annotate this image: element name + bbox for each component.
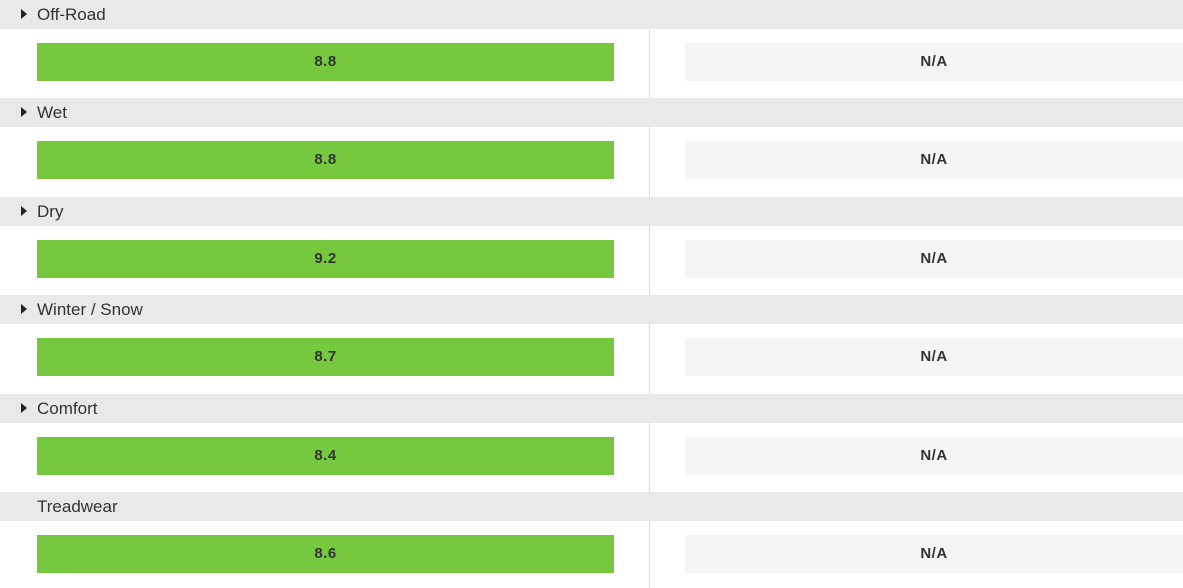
column-divider	[649, 29, 650, 99]
comparison-cell: N/A	[685, 338, 1183, 377]
section-header[interactable]: Off-Road	[0, 0, 1183, 29]
score-bar: 8.8	[37, 43, 614, 81]
comparison-cell: N/A	[685, 141, 1183, 180]
column-divider	[649, 127, 650, 197]
section-header[interactable]: Winter / Snow	[0, 295, 1183, 325]
score-bar: 8.4	[37, 436, 614, 475]
expand-arrow[interactable]	[21, 9, 27, 19]
section-label: Treadwear	[37, 497, 118, 516]
rating-section: Off-Road 8.8 N/A	[0, 0, 1183, 99]
section-header[interactable]: Comfort	[0, 393, 1183, 423]
expand-arrow[interactable]	[21, 205, 27, 216]
score-bar: 8.7	[37, 338, 614, 377]
section-header[interactable]: Dry	[0, 196, 1183, 226]
section-header[interactable]: Wet	[0, 98, 1183, 128]
section-label[interactable]: Winter / Snow	[37, 300, 143, 320]
score-bar: 9.2	[37, 239, 614, 278]
section-label[interactable]: Wet	[37, 103, 67, 123]
section-label[interactable]: Off-Road	[37, 5, 106, 24]
comparison-cell: N/A	[685, 239, 1183, 278]
rating-section: Wet 8.8 N/A	[0, 98, 1183, 197]
rating-section: Dry 9.2 N/A	[0, 196, 1183, 296]
column-divider	[649, 225, 650, 296]
column-divider	[649, 422, 650, 492]
rating-section: Treadwear 8.6 N/A	[0, 492, 1183, 588]
rating-section: Winter / Snow 8.7 N/A	[0, 295, 1183, 394]
section-label[interactable]: Comfort	[37, 398, 98, 418]
comparison-cell: N/A	[685, 535, 1183, 573]
comparison-cell: N/A	[685, 436, 1183, 475]
section-header: Treadwear	[0, 492, 1183, 521]
rating-section: Comfort 8.4 N/A	[0, 393, 1183, 492]
column-divider	[649, 324, 650, 394]
section-label[interactable]: Dry	[37, 201, 64, 221]
comparison-cell: N/A	[685, 43, 1183, 81]
score-bar: 8.6	[37, 535, 614, 573]
column-divider	[649, 521, 650, 588]
expand-arrow[interactable]	[21, 107, 27, 118]
score-bar: 8.8	[37, 141, 614, 180]
expand-arrow[interactable]	[21, 304, 27, 315]
expand-arrow[interactable]	[21, 402, 27, 413]
